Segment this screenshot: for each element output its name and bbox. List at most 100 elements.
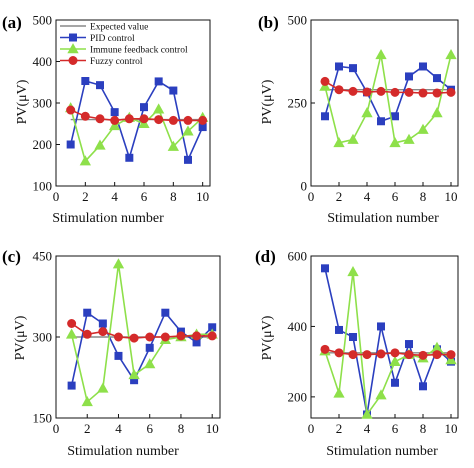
data-point <box>67 319 77 328</box>
data-point <box>419 382 427 391</box>
y-tick-label: 200 <box>33 137 53 152</box>
data-point <box>375 389 387 400</box>
data-point <box>98 327 108 337</box>
series-line <box>324 268 452 415</box>
series-immune-feedback-control <box>319 49 457 148</box>
x-tick-label: 4 <box>115 421 122 436</box>
data-point <box>377 322 385 331</box>
x-tick-label: 10 <box>445 421 458 436</box>
data-point <box>129 333 139 343</box>
panel-c-label: (c) <box>2 247 21 266</box>
panel-d: (d) Stimulation number PV(μV) <box>255 247 438 459</box>
data-point <box>110 108 119 117</box>
data-point <box>376 86 386 96</box>
data-point <box>419 62 427 71</box>
data-point <box>432 350 442 360</box>
data-point <box>98 319 107 328</box>
series-pid-control <box>66 77 207 164</box>
panel-a: (a) Stimulation number PV(μV) Expected v… <box>2 13 188 226</box>
x-tick-label: 8 <box>178 421 185 436</box>
data-point <box>335 62 343 71</box>
data-point <box>80 111 90 121</box>
data-point <box>377 117 385 126</box>
data-point <box>335 325 343 334</box>
data-point <box>376 349 386 359</box>
y-tick-label: 200 <box>288 389 308 404</box>
x-tick-label: 0 <box>53 189 60 204</box>
x-tick-label: 2 <box>336 189 343 204</box>
series-line <box>69 80 204 163</box>
y-tick-label: 450 <box>33 249 53 264</box>
panel-d-ylabel: PV(μV) <box>260 315 275 360</box>
series-line <box>71 322 213 339</box>
data-point <box>82 329 92 339</box>
data-point <box>183 115 193 125</box>
data-point <box>389 355 401 366</box>
y-tick-label: 0 <box>301 179 308 194</box>
data-point <box>347 266 359 277</box>
x-tick-label: 6 <box>146 421 153 436</box>
data-point <box>349 333 357 341</box>
data-point <box>431 107 443 118</box>
y-tick-label: 100 <box>33 179 53 194</box>
legend-marker <box>68 56 78 65</box>
data-point <box>66 105 76 115</box>
plot-2: 0 2 4 6 8 10 0 250 500 <box>288 13 459 204</box>
data-point <box>184 155 192 164</box>
plot-frame <box>310 255 459 419</box>
data-point <box>334 348 344 358</box>
data-point <box>81 395 93 407</box>
data-point <box>333 137 345 148</box>
data-point <box>192 331 202 341</box>
data-point <box>445 354 457 365</box>
panel-d-xlabel: Stimulation number <box>326 444 438 459</box>
x-tick-label: 10 <box>445 189 458 204</box>
data-point <box>391 378 399 387</box>
legend-label: Immune feedback control <box>90 45 188 56</box>
panel-b-label: (b) <box>258 13 279 32</box>
x-tick-label: 6 <box>392 421 399 436</box>
x-tick-label: 2 <box>336 421 343 436</box>
data-point <box>67 381 76 390</box>
series-pid-control <box>67 308 217 390</box>
plot-3: 0 2 4 6 8 10 150 300 450 <box>33 249 221 436</box>
x-tick-label: 0 <box>308 421 315 436</box>
plot-1: 0 2 4 6 8 10 100 200 300 400 500 <box>33 13 211 204</box>
data-point <box>154 77 163 86</box>
data-point <box>375 49 387 60</box>
data-point <box>432 88 442 98</box>
series-fuzzy-control <box>320 76 456 98</box>
data-point <box>160 332 170 342</box>
x-tick-label: 8 <box>420 421 427 436</box>
series-line <box>324 54 452 144</box>
data-point <box>207 331 217 341</box>
series-line <box>70 311 213 386</box>
y-tick-label: 500 <box>33 13 53 28</box>
data-point <box>404 87 414 97</box>
y-tick-label: 250 <box>288 96 308 111</box>
panel-b-ylabel: PV(μV) <box>260 79 275 124</box>
data-point <box>321 112 329 121</box>
x-tick-label: 6 <box>392 189 399 204</box>
series-line <box>70 109 203 122</box>
data-point <box>182 125 194 136</box>
legend-item: Fuzzy control <box>60 56 143 67</box>
data-point <box>110 115 120 125</box>
data-point <box>348 86 358 96</box>
data-point <box>65 328 78 339</box>
data-point <box>79 155 91 166</box>
data-point <box>361 408 373 419</box>
series-line <box>69 107 204 163</box>
data-point <box>154 115 164 125</box>
y-tick-label: 600 <box>288 249 308 264</box>
data-point <box>125 153 134 162</box>
legend-marker <box>69 33 77 42</box>
data-point <box>81 77 90 86</box>
data-point <box>97 382 109 393</box>
data-point <box>403 133 415 144</box>
data-point <box>333 387 345 398</box>
panel-c-xlabel: Stimulation number <box>67 444 179 459</box>
data-point <box>109 119 121 131</box>
